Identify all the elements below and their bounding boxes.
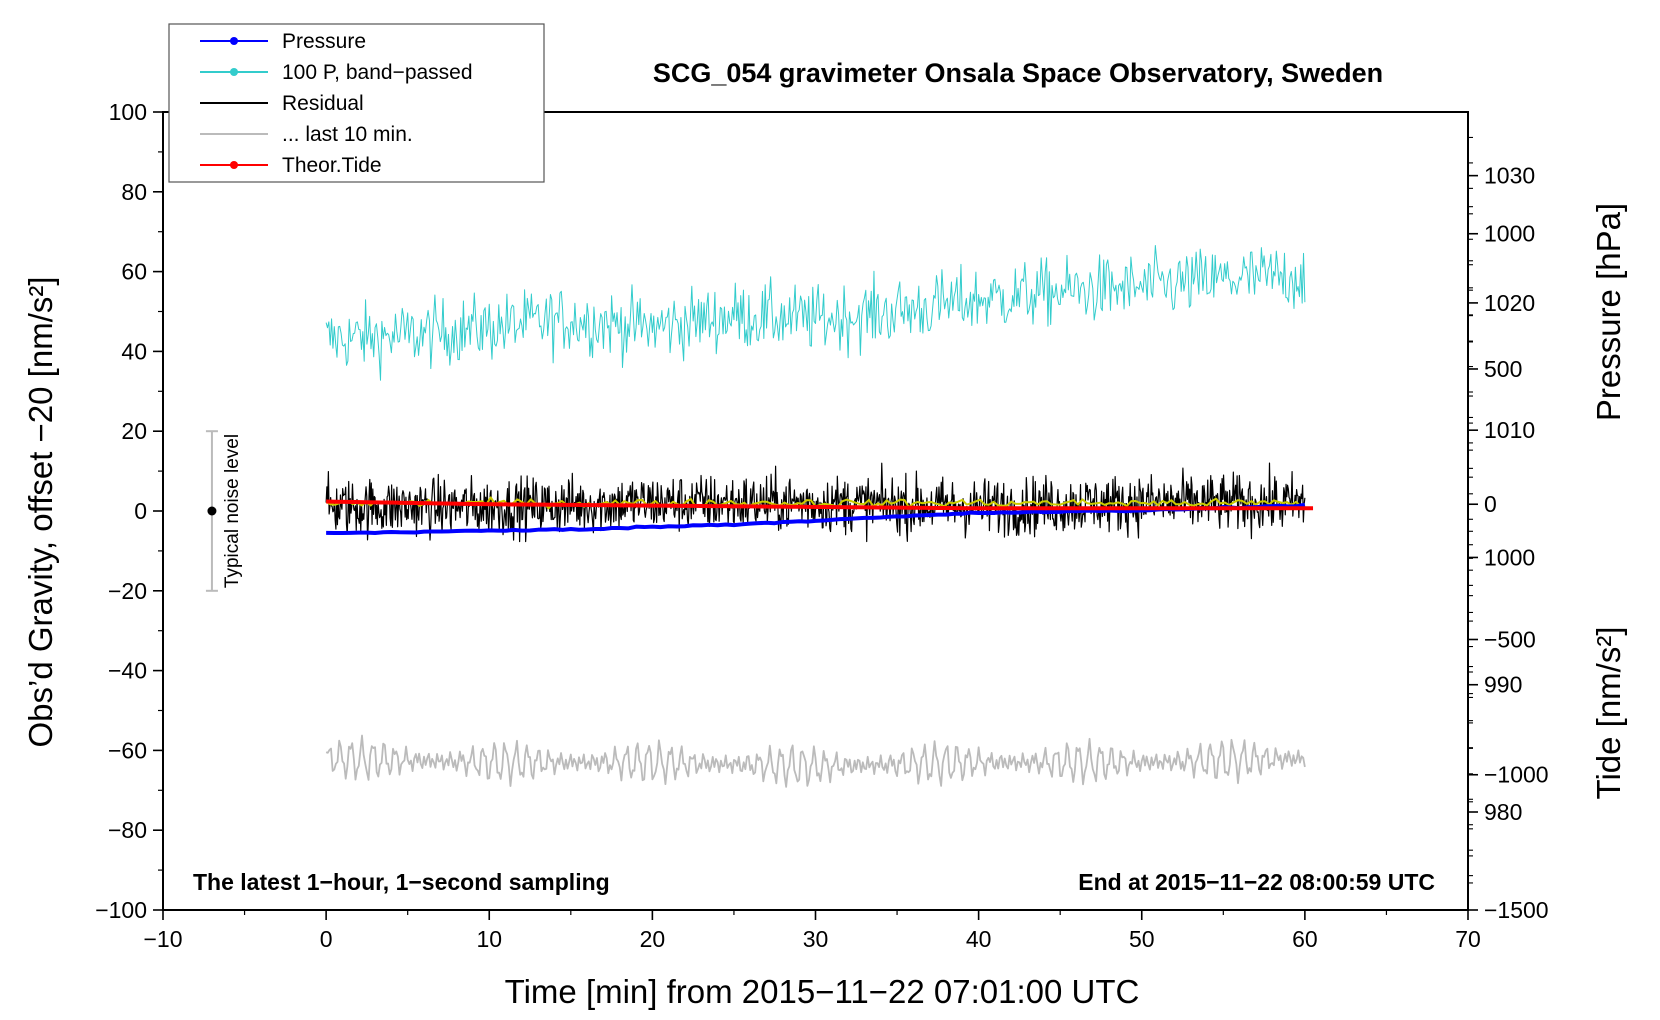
legend-label: Pressure	[282, 30, 366, 53]
x-axis-label: Time [min] from 2015−11−22 07:01:00 UTC	[505, 973, 1140, 1010]
y-tick-label: 100	[109, 99, 147, 125]
legend-label: ... last 10 min.	[282, 123, 413, 146]
x-tick-label: 50	[1129, 926, 1155, 952]
x-tick-label: −10	[143, 926, 182, 952]
y-tick-label: 60	[121, 259, 147, 285]
y-tick-label: 80	[121, 179, 147, 205]
series-line-pressure	[326, 502, 1306, 536]
chart-series	[325, 245, 1314, 788]
x-tick-label: 0	[320, 926, 333, 952]
tide-tick-label: 500	[1484, 356, 1522, 382]
y-tick-label: −60	[108, 737, 147, 763]
legend-label: Residual	[282, 92, 364, 115]
x-tick-label: 10	[476, 926, 502, 952]
tide-tick-label: −1500	[1484, 897, 1549, 923]
series-line-band-passed	[325, 245, 1306, 381]
x-tick-label: 40	[966, 926, 992, 952]
pressure-tick-label: 1020	[1484, 290, 1535, 316]
legend: Pressure 100 P, band−passed Residual ... la…	[168, 23, 545, 183]
y-tick-label: −80	[108, 817, 147, 843]
x-tick-label: 60	[1292, 926, 1318, 952]
y-tick-label: 0	[134, 498, 147, 524]
tide-tick-label: 0	[1484, 491, 1497, 517]
y-axis-label: Obs’d Gravity, offset −20 [nm/s²]	[22, 276, 59, 747]
x-tick-label: 20	[640, 926, 666, 952]
pressure-tick-label: 1030	[1484, 163, 1535, 189]
pressure-tick-label: 990	[1484, 672, 1522, 698]
y-tick-label: 20	[121, 418, 147, 444]
noise-center-dot	[207, 506, 217, 516]
x-tick-label: 30	[803, 926, 829, 952]
tide-tick-label: −500	[1484, 626, 1536, 652]
y-tick-label: 40	[121, 338, 147, 364]
tide-tick-label: 1000	[1484, 221, 1535, 247]
legend-swatch-marker	[230, 37, 238, 45]
series-line-last-10-min	[325, 734, 1306, 788]
y-tick-label: −100	[95, 897, 147, 923]
legend-swatch-marker	[230, 68, 238, 76]
legend-swatch-marker	[230, 161, 238, 169]
legend-label: Theor.Tide	[282, 154, 382, 177]
series-line-theor-tide	[326, 499, 1314, 511]
chart-title: SCG_054 gravimeter Onsala Space Observat…	[653, 58, 1383, 88]
y-tick-label: −20	[108, 578, 147, 604]
end-time-note: End at 2015−11−22 08:00:59 UTC	[1078, 869, 1435, 895]
x-tick-label: 70	[1455, 926, 1481, 952]
axis-ticks: −10 0 10 20 30 40 50 60 70100806040200−20−40−60−…	[95, 99, 1548, 952]
pressure-tick-label: 1010	[1484, 417, 1535, 443]
tide-tick-label: −1000	[1484, 762, 1549, 788]
pressure-tick-label: 980	[1484, 799, 1522, 825]
y-tick-label: −40	[108, 658, 147, 684]
tide-axis-label: Tide [nm/s²]	[1590, 627, 1627, 800]
pressure-tick-label: 1000	[1484, 544, 1535, 570]
legend-label: 100 P, band−passed	[282, 61, 473, 84]
noise-level-indicator: Typical noise level	[205, 430, 243, 592]
noise-label: Typical noise level	[222, 434, 243, 588]
sampling-note: The latest 1−hour, 1−second sampling	[193, 869, 610, 895]
pressure-axis-label: Pressure [hPa]	[1590, 203, 1627, 421]
